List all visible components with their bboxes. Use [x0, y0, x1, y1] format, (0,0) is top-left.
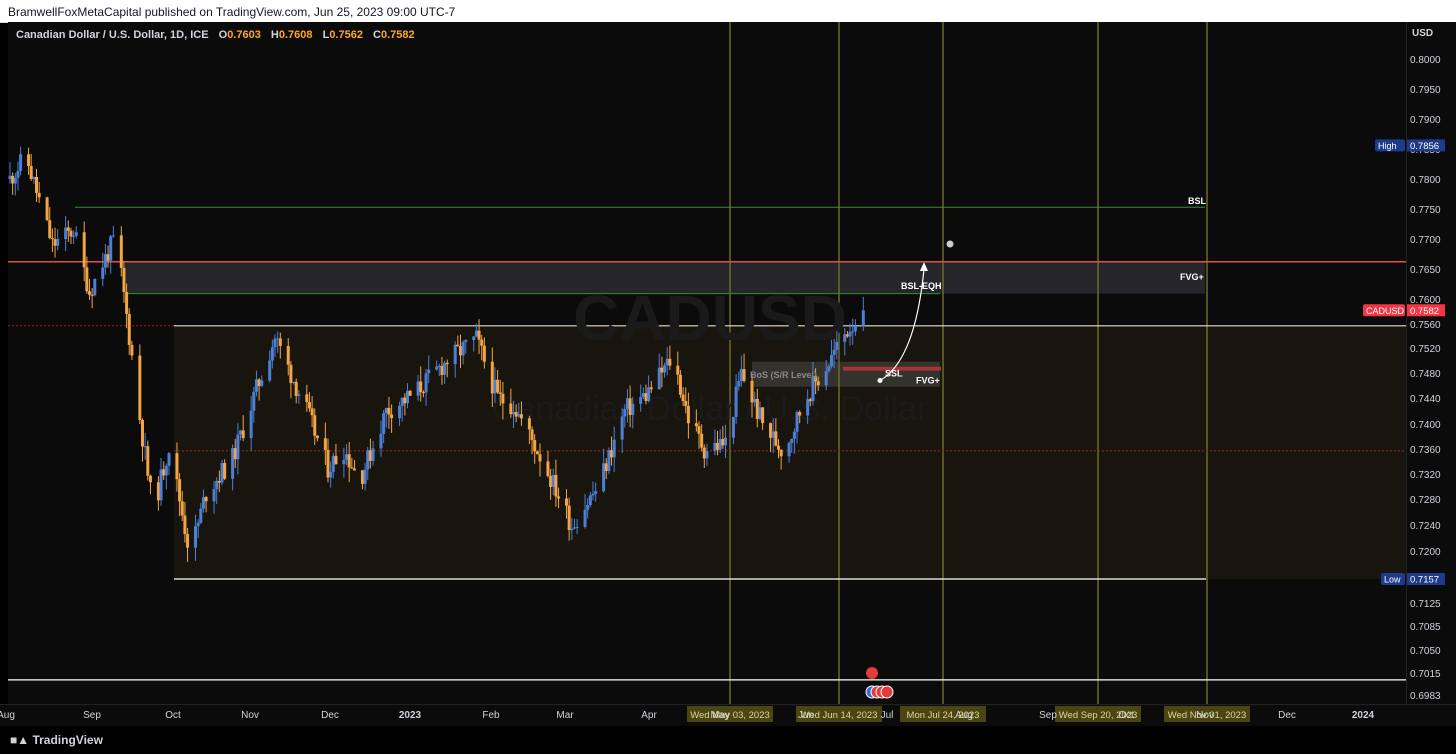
low-value: 0.7562 [329, 29, 363, 41]
high-value: 0.7608 [278, 29, 313, 41]
footer-bar: ■▲ TradingView [0, 726, 1456, 754]
low-label: L [322, 29, 330, 41]
close-value: 0.7582 [380, 29, 415, 41]
high-label: H [270, 29, 279, 41]
symbol-legend: Canadian Dollar / U.S. Dollar, 1D, ICE O… [16, 29, 415, 41]
open-label: O [218, 29, 228, 41]
symbol-description: Canadian Dollar / U.S. Dollar, 1D, ICE [16, 29, 209, 41]
time-axis[interactable] [0, 704, 1456, 727]
tradingview-logo[interactable]: ■▲ TradingView [10, 733, 103, 747]
open-value: 0.7603 [227, 29, 261, 41]
publisher-text: BramwellFoxMetaCapital published on Trad… [8, 5, 456, 19]
price-axis[interactable] [1406, 22, 1456, 704]
chart-pane[interactable] [8, 22, 1406, 704]
publisher-bar: BramwellFoxMetaCapital published on Trad… [0, 0, 1456, 23]
close-label: C [373, 29, 381, 41]
brand-name: TradingView [32, 733, 103, 747]
